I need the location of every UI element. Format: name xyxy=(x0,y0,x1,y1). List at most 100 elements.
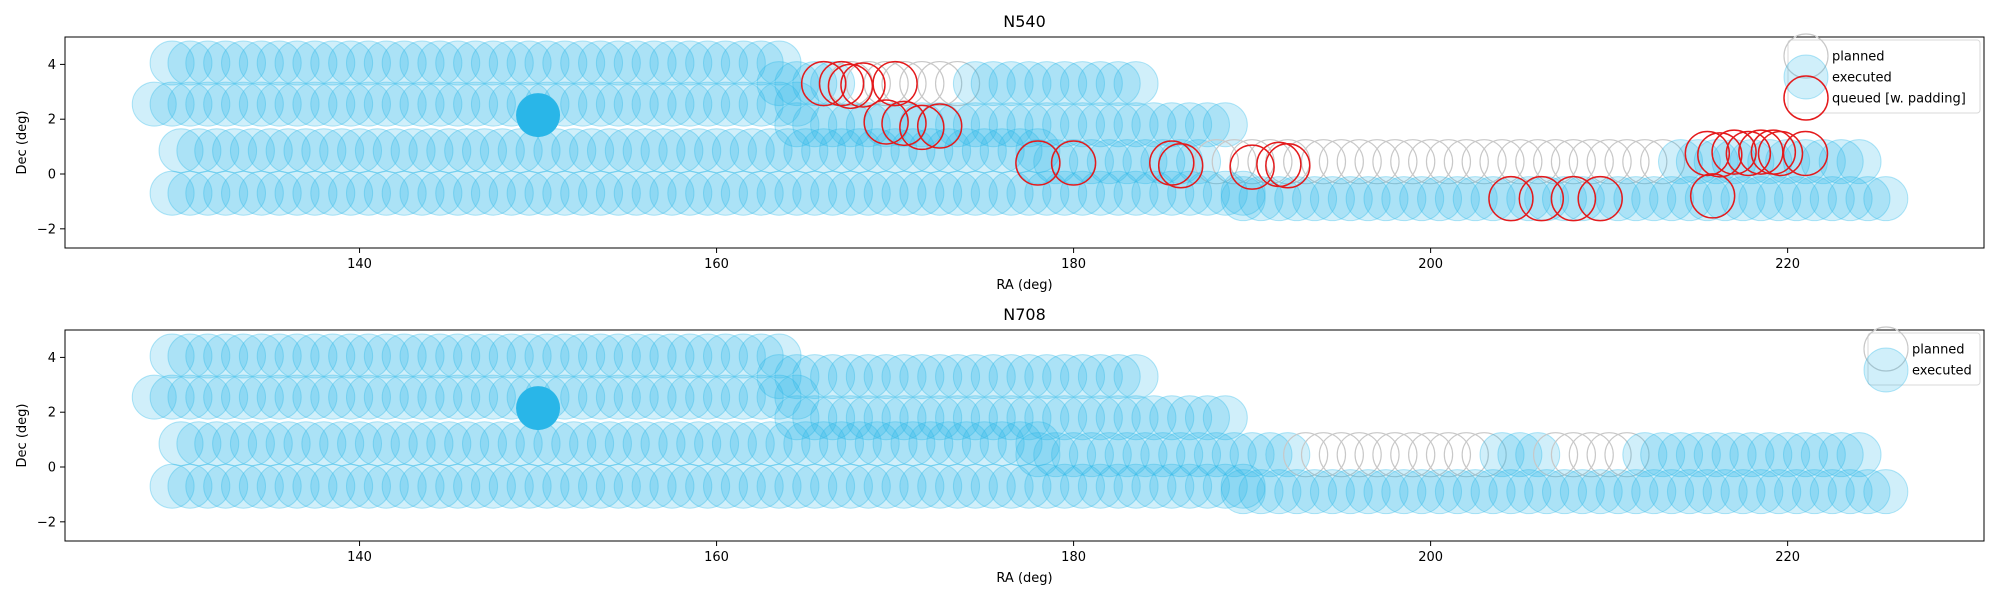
executed-pointing xyxy=(1006,102,1052,148)
executed-pointing xyxy=(685,81,731,127)
planned-pointing xyxy=(1568,139,1614,185)
executed-pointing xyxy=(1747,432,1793,478)
executed-pointing xyxy=(774,354,820,400)
executed-pointing xyxy=(1631,469,1677,515)
executed-pointing xyxy=(952,102,998,148)
executed-pointing xyxy=(435,333,481,379)
executed-pointing xyxy=(738,40,784,86)
executed-pointing xyxy=(292,170,338,216)
executed-pointing xyxy=(533,421,579,467)
executed-pointing xyxy=(1042,354,1088,400)
executed-pointing xyxy=(1006,463,1052,509)
executed-pointing xyxy=(649,463,695,509)
executed-pointing xyxy=(363,463,409,509)
executed-pointing xyxy=(310,374,356,420)
executed-pointing xyxy=(952,354,998,400)
executed-pointing xyxy=(1095,102,1141,148)
highlighted-pointing xyxy=(516,93,561,138)
executed-pointing xyxy=(417,374,463,420)
executed-pointing xyxy=(542,40,588,86)
pointing-row xyxy=(1220,176,1909,222)
planned-pointing xyxy=(1283,139,1329,185)
executed-pointing xyxy=(702,40,748,86)
executed-pointing xyxy=(149,81,195,127)
queued-pointing xyxy=(1229,144,1275,190)
executed-pointing xyxy=(1541,469,1587,515)
executed-pointing xyxy=(899,395,945,441)
queued-pointing xyxy=(1157,143,1204,189)
executed-pointing xyxy=(1122,139,1168,185)
executed-pointing xyxy=(1068,139,1114,185)
executed-pointing xyxy=(363,40,409,86)
executed-pointing xyxy=(470,463,516,509)
executed-pointing xyxy=(649,333,695,379)
executed-pointing xyxy=(328,40,374,86)
executed-pointing xyxy=(1060,102,1106,148)
executed-pointing xyxy=(363,170,409,216)
queued-pointing xyxy=(1725,130,1772,177)
executed-pointing xyxy=(908,128,954,174)
executed-pointing xyxy=(354,128,400,174)
executed-pointing xyxy=(399,40,445,86)
executed-pointing xyxy=(1363,469,1409,515)
executed-pointing xyxy=(1006,395,1052,441)
executed-pointing xyxy=(1399,469,1445,515)
pointing-row xyxy=(774,395,1248,441)
executed-pointing xyxy=(560,374,606,420)
executed-pointing xyxy=(167,333,213,379)
executed-pointing xyxy=(711,421,757,467)
executed-pointing xyxy=(1479,432,1525,478)
executed-pointing xyxy=(194,421,240,467)
executed-pointing xyxy=(943,421,989,467)
y-tick-label: 4 xyxy=(48,58,56,73)
executed-pointing xyxy=(1693,432,1739,478)
executed-pointing xyxy=(872,128,918,174)
executed-pointing xyxy=(1095,395,1141,441)
executed-pointing xyxy=(756,333,802,379)
executed-pointing xyxy=(890,128,936,174)
executed-pointing xyxy=(542,170,588,216)
executed-pointing xyxy=(578,81,624,127)
executed-pointing xyxy=(1666,469,1712,515)
planned-pointing xyxy=(1532,139,1579,185)
executed-pointing xyxy=(952,61,998,107)
executed-pointing xyxy=(640,128,686,174)
executed-pointing xyxy=(221,374,267,420)
executed-pointing xyxy=(908,421,954,467)
executed-pointing xyxy=(1345,176,1391,222)
executed-pointing xyxy=(738,374,784,420)
executed-pointing xyxy=(845,463,891,509)
executed-pointing xyxy=(167,40,213,86)
executed-pointing xyxy=(917,354,963,400)
executed-pointing xyxy=(720,40,766,86)
executed-pointing xyxy=(1006,354,1052,400)
planned-pointing xyxy=(1622,139,1668,185)
executed-pointing xyxy=(1434,469,1480,515)
executed-pointing xyxy=(345,40,391,86)
executed-pointing xyxy=(435,40,481,86)
executed-pointing xyxy=(1541,176,1587,222)
executed-pointing xyxy=(881,395,927,441)
executed-pointing xyxy=(1167,102,1213,148)
planned-pointing xyxy=(1300,139,1347,185)
planned-pointing xyxy=(1318,139,1364,185)
planned-pointing xyxy=(1604,432,1650,478)
executed-pointing xyxy=(1800,432,1846,478)
y-tick-label: 2 xyxy=(48,113,56,128)
executed-pointing xyxy=(1622,432,1668,478)
executed-pointing xyxy=(292,40,338,86)
planned-pointing xyxy=(1586,139,1632,185)
executed-pointing xyxy=(1827,176,1873,222)
executed-pointing xyxy=(185,374,231,420)
executed-pointing xyxy=(1613,469,1659,515)
executed-pointing xyxy=(1086,432,1132,478)
y-tick-label: 0 xyxy=(48,168,56,183)
executed-pointing xyxy=(863,170,909,216)
queued-pointing xyxy=(1149,140,1195,186)
x-axis-ticks: 140 160 180 200 220 xyxy=(347,248,1800,272)
executed-pointing xyxy=(729,421,775,467)
executed-pointing xyxy=(1042,102,1088,148)
executed-pointing xyxy=(988,463,1034,509)
planned-pointing xyxy=(1408,432,1454,478)
executed-pointing xyxy=(372,421,418,467)
